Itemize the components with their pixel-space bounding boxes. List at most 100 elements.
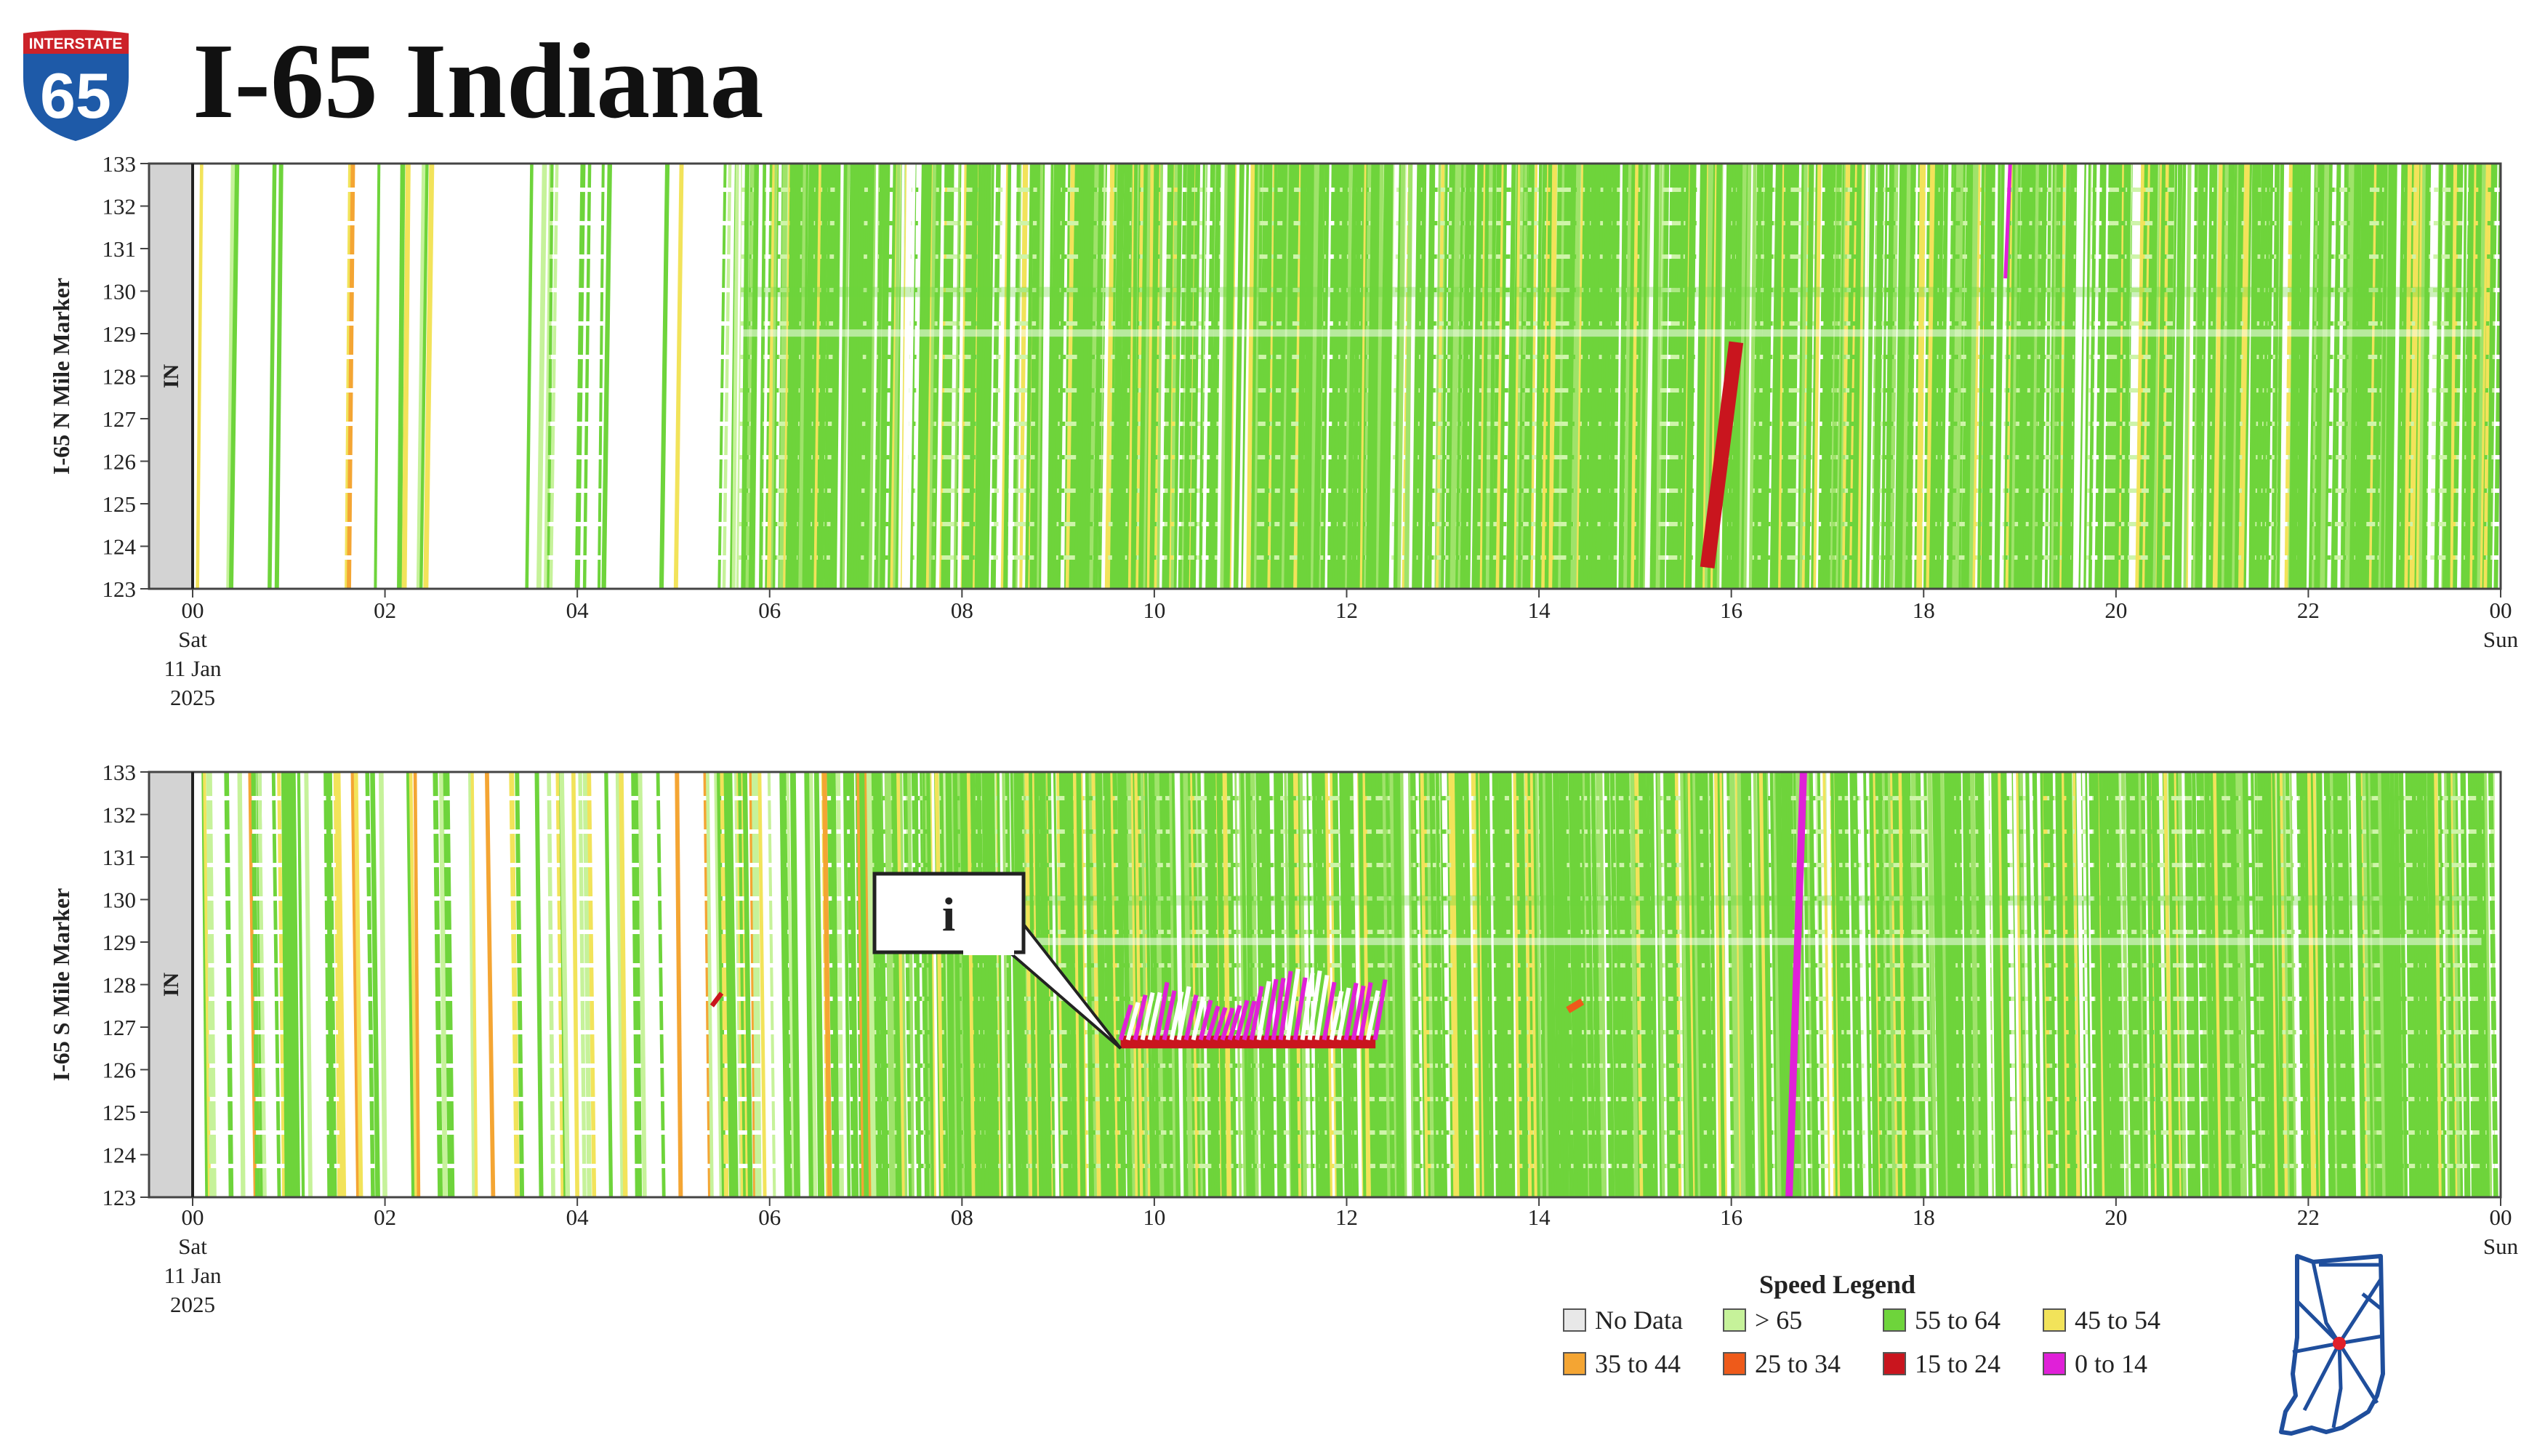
- speed-streak: [1681, 164, 1692, 589]
- speed-streak: [2268, 772, 2277, 1197]
- legend-item: 15 to 24: [1883, 1348, 2001, 1380]
- speed-streak: [1372, 164, 1383, 589]
- speed-streak: [336, 772, 347, 1197]
- speed-streak: [587, 772, 597, 1197]
- traffic-streaks: [201, 772, 2498, 1197]
- speed-streak: [1208, 164, 1215, 589]
- speed-streak: [1760, 164, 1770, 589]
- speed-streak: [741, 164, 749, 589]
- speed-streak: [805, 772, 815, 1197]
- sensor-band: [885, 895, 2482, 906]
- x-end-day-label: Sun: [2483, 1234, 2519, 1259]
- speed-streak: [1648, 164, 1656, 589]
- legend-swatch: [2043, 1308, 2066, 1332]
- speed-streak: [1746, 164, 1756, 589]
- speed-streak: [1503, 164, 1512, 589]
- speed-streak: [1870, 772, 1881, 1197]
- speed-streak: [1822, 772, 1832, 1197]
- speed-streak: [970, 772, 981, 1197]
- speed-streak: [1434, 164, 1441, 589]
- speed-streak: [1912, 164, 1921, 589]
- speed-streak: [1738, 164, 1748, 589]
- speed-streak: [901, 164, 912, 589]
- speed-streak: [2240, 164, 2250, 589]
- interstate-65-shield-icon: INTERSTATE 65: [20, 27, 132, 145]
- y-tick-label: 125: [102, 1100, 137, 1125]
- speed-streak: [1237, 772, 1245, 1197]
- speed-streak: [2261, 164, 2270, 589]
- speed-streak: [1212, 772, 1223, 1197]
- speed-streak: [1680, 772, 1691, 1197]
- shield-outline: [20, 27, 132, 145]
- speed-streak: [789, 772, 798, 1197]
- congestion-streak: [1183, 994, 1199, 1041]
- speed-streak: [2310, 772, 2320, 1197]
- speed-streak: [2460, 772, 2470, 1197]
- speed-streak: [1513, 772, 1523, 1197]
- speed-streak: [739, 164, 747, 589]
- speed-streak: [1350, 164, 1359, 589]
- speed-streak: [1025, 164, 1034, 589]
- speed-streak: [866, 772, 875, 1197]
- speed-streak: [2372, 772, 2384, 1197]
- speed-streak: [786, 164, 796, 589]
- speed-streak: [974, 164, 982, 589]
- congestion-streak: [1133, 994, 1148, 1041]
- speed-streak: [1005, 772, 1012, 1197]
- y-axis-label: I-65 S Mile Marker: [48, 888, 74, 1082]
- speed-streak: [2240, 772, 2248, 1197]
- speed-streak: [549, 164, 559, 589]
- speed-streak: [1287, 164, 1295, 589]
- speed-streak: [1470, 164, 1479, 589]
- speed-streak: [1837, 772, 1848, 1197]
- speed-streak: [1348, 772, 1359, 1197]
- slowdown-streak: [1785, 772, 1807, 1197]
- speed-streak: [1582, 772, 1591, 1197]
- indiana-state-map-icon: [2279, 1254, 2385, 1436]
- speed-streak: [804, 772, 813, 1197]
- speed-streak: [786, 772, 795, 1197]
- speed-streak: [2146, 772, 2154, 1197]
- speed-streak: [1596, 164, 1606, 589]
- speed-streak: [2282, 772, 2291, 1197]
- speed-streak: [920, 164, 931, 589]
- speed-streak: [904, 164, 914, 589]
- speed-streak: [1881, 772, 1890, 1197]
- speed-streak: [207, 772, 217, 1197]
- speed-streak: [1940, 164, 1950, 589]
- speed-streak: [2333, 772, 2345, 1197]
- speed-streak: [1448, 772, 1457, 1197]
- speed-streak: [2473, 164, 2485, 589]
- speed-streak: [1426, 772, 1436, 1197]
- speed-streak: [1583, 164, 1591, 589]
- speed-streak: [1247, 772, 1258, 1197]
- y-tick-label: 130: [102, 279, 137, 305]
- speed-streak: [817, 164, 829, 589]
- speed-streak: [1017, 772, 1027, 1197]
- x-tick-label: 22: [2297, 598, 2320, 623]
- x-tick-label: 04: [566, 1204, 590, 1230]
- speed-streak: [1397, 772, 1407, 1197]
- speed-streak: [1524, 164, 1534, 589]
- speed-streak: [843, 772, 851, 1197]
- speed-streak: [1735, 164, 1745, 589]
- speed-streak: [2127, 772, 2139, 1197]
- speed-streak: [941, 164, 949, 589]
- speed-streak: [2325, 772, 2336, 1197]
- speed-streak: [1617, 164, 1624, 589]
- speed-streak: [433, 772, 443, 1197]
- speed-streak: [1865, 164, 1875, 589]
- speed-streak: [1202, 164, 1213, 589]
- speed-streak: [1217, 164, 1226, 589]
- x-tick-label: 10: [1143, 1204, 1165, 1230]
- speed-streak: [2434, 164, 2443, 589]
- speed-streak: [924, 772, 933, 1197]
- speed-streak: [1103, 772, 1113, 1197]
- speed-streak: [1003, 164, 1013, 589]
- speed-streak: [1841, 772, 1852, 1197]
- speed-streak: [1852, 772, 1861, 1197]
- speed-streak: [1971, 772, 1981, 1197]
- speed-streak: [1769, 164, 1781, 589]
- speed-streak: [2419, 772, 2428, 1197]
- speed-streak: [1024, 772, 1034, 1197]
